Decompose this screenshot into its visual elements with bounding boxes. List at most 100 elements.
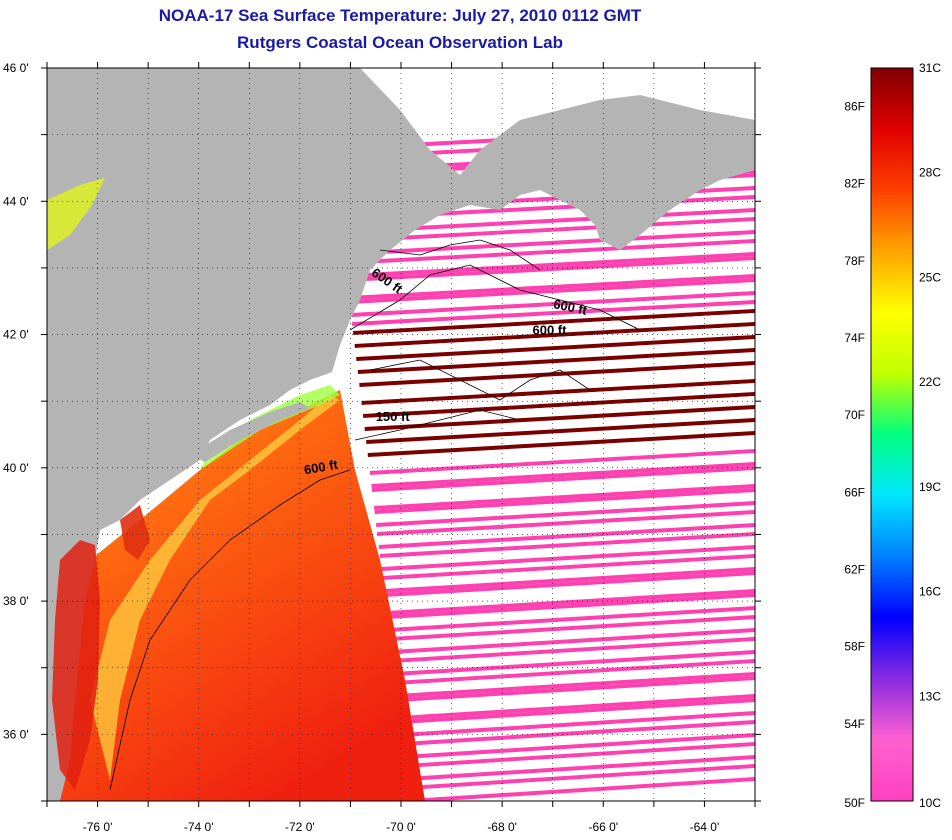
swath-stripe	[374, 484, 755, 510]
swath-stripe	[386, 589, 755, 615]
colorbar-f-label: 66F	[844, 485, 865, 499]
swath-stripe	[380, 536, 755, 562]
swath-stripe	[367, 431, 755, 457]
swath-stripe	[346, 256, 755, 282]
swath-stripe	[363, 392, 755, 418]
swath-stripe	[368, 440, 755, 466]
swath-stripe	[384, 567, 755, 593]
colorbar	[870, 67, 914, 802]
swath-stripe	[367, 427, 755, 453]
swath-stripe	[403, 733, 755, 759]
swath-stripe	[343, 230, 755, 256]
swath-stripe	[396, 672, 755, 698]
swath-stripe	[359, 361, 755, 387]
map-subtitle: Rutgers Coastal Ocean Observation Lab	[237, 33, 563, 52]
chesapeake-bay	[52, 540, 100, 790]
swath-stripe	[403, 729, 755, 755]
swath-stripe	[392, 641, 755, 667]
swath-stripe	[395, 663, 755, 689]
colorbar-c-label: 13C	[919, 689, 941, 703]
colorbar-bottom-c-label: 10C	[919, 796, 941, 810]
lon-tick-label: -70 0'	[386, 820, 416, 834]
swath-stripe	[389, 615, 755, 641]
colorbar-c-label: 16C	[919, 585, 941, 599]
contour-label: 150 ft	[376, 409, 411, 424]
swath-stripe	[407, 764, 755, 790]
swath-stripe	[376, 501, 755, 527]
swath-stripe	[375, 497, 755, 523]
lon-tick-label: -66 0'	[588, 820, 618, 834]
swath-stripe	[365, 414, 755, 440]
colorbar-f-label: 82F	[844, 177, 865, 191]
colorbar-f-label: 58F	[844, 640, 865, 654]
swath-stripe	[387, 593, 755, 619]
swath-stripe	[399, 698, 755, 724]
swath-stripe	[342, 217, 755, 243]
swath-stripe	[364, 405, 755, 431]
land-mainland	[47, 68, 755, 801]
contour-label: 600 ft	[532, 323, 567, 338]
swath-stripe	[398, 685, 755, 711]
swath-stripe	[347, 265, 755, 291]
swath-stripe	[388, 602, 755, 628]
swath-stripe	[399, 694, 755, 720]
swath-stripe	[390, 624, 755, 650]
lat-tick-label: 46 0'	[3, 61, 29, 75]
swath-stripe	[353, 309, 755, 335]
swath-stripe	[351, 300, 755, 326]
swath-stripe	[342, 221, 755, 247]
colorbar-f-label: 86F	[844, 100, 865, 114]
lat-tick-label: 38 0'	[3, 594, 29, 608]
swath-stripe	[405, 746, 755, 772]
lon-tick-label: -72 0'	[285, 820, 315, 834]
swath-stripe	[382, 554, 755, 580]
map-area	[47, 68, 755, 801]
swath-stripe	[349, 278, 755, 304]
land-nova-scotia	[590, 128, 755, 250]
colorbar-f-label: 70F	[844, 408, 865, 422]
swath-stripe	[345, 243, 755, 269]
swath-stripe	[391, 628, 755, 654]
swath-stripe	[346, 252, 755, 278]
swath-stripe	[409, 777, 755, 801]
lat-tick-label: 44 0'	[3, 194, 29, 208]
swath-stripe	[382, 558, 755, 584]
swath-stripe	[378, 519, 755, 545]
swath-stripe	[371, 466, 755, 492]
swath-stripe	[357, 348, 755, 374]
lat-tick-label: 42 0'	[3, 328, 29, 342]
swath-stripe	[395, 659, 755, 685]
swath-stripe	[370, 453, 755, 479]
map-title: NOAA-17 Sea Surface Temperature: July 27…	[158, 6, 642, 25]
swath-stripe	[384, 571, 755, 597]
colorbar-top-label: 31C	[919, 61, 941, 75]
swath-stripe	[371, 462, 755, 488]
swath-stripe	[360, 370, 755, 396]
colorbar-labels: 86F 82F 78F 74F 70F 66F 62F 58F 54F 28C 25C 22C 19C 1…	[844, 61, 941, 810]
lat-tick-label: 36 0'	[3, 727, 29, 741]
lon-tick-label: -68 0'	[487, 820, 517, 834]
lon-tick-label: -64 0'	[690, 820, 720, 834]
swath-stripe	[354, 322, 755, 348]
swath-stripe	[358, 357, 755, 383]
swath-stripe	[361, 379, 755, 405]
swath-stripe	[357, 344, 755, 370]
swath-stripe	[366, 418, 755, 444]
swath-stripe	[388, 606, 755, 632]
colorbar-f-label: 74F	[844, 331, 865, 345]
swath-stripe	[379, 532, 755, 558]
colorbar-f-label: 78F	[844, 254, 865, 268]
swath-stripe	[401, 711, 755, 737]
contour-label: 600 ft	[552, 296, 589, 318]
swath-stripe	[404, 742, 755, 768]
colorbar-c-label: 22C	[919, 375, 941, 389]
lat-tick-label: 40 0'	[3, 461, 29, 475]
lake-ontario	[47, 178, 105, 250]
swath-stripe	[361, 383, 755, 409]
colorbar-f-label: 62F	[844, 563, 865, 577]
swath-stripe	[374, 488, 755, 514]
contour-label: 600 ft	[303, 457, 340, 478]
swath-stripe	[363, 396, 755, 422]
swath-stripe	[400, 707, 755, 733]
